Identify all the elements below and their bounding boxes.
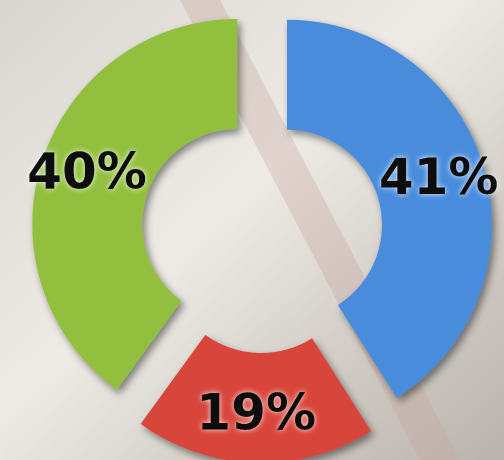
value-label: 41% bbox=[379, 148, 499, 206]
value-label: 40% bbox=[27, 143, 147, 201]
value-label: 19% bbox=[196, 383, 316, 441]
chart: 41% 19% 40% bbox=[0, 0, 504, 460]
